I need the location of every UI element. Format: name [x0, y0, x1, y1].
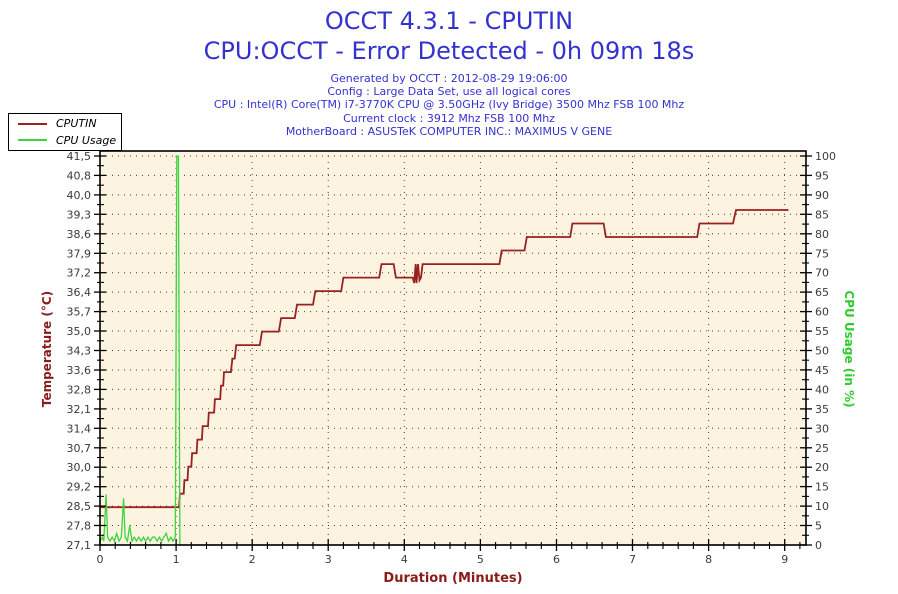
- svg-text:8: 8: [705, 553, 712, 566]
- svg-text:35,7: 35,7: [67, 306, 92, 319]
- svg-text:41,5: 41,5: [67, 150, 92, 163]
- svg-text:7: 7: [629, 553, 636, 566]
- page-subtitle: CPU:OCCT - Error Detected - 0h 09m 18s: [203, 37, 695, 65]
- svg-text:32,1: 32,1: [67, 403, 92, 416]
- svg-text:5: 5: [815, 520, 822, 533]
- svg-text:34,3: 34,3: [67, 345, 92, 358]
- svg-text:40: 40: [815, 383, 829, 396]
- svg-text:95: 95: [815, 169, 829, 182]
- svg-text:75: 75: [815, 247, 829, 260]
- svg-text:33,6: 33,6: [67, 364, 92, 377]
- svg-text:37,2: 37,2: [67, 267, 92, 280]
- svg-text:80: 80: [815, 228, 829, 241]
- legend-item-cputin: CPUTIN: [9, 117, 121, 130]
- svg-text:65: 65: [815, 286, 829, 299]
- svg-text:27,1: 27,1: [67, 539, 92, 552]
- svg-text:36,4: 36,4: [67, 286, 92, 299]
- svg-text:0: 0: [815, 539, 822, 552]
- svg-text:100: 100: [815, 150, 836, 163]
- info-line-cpu: CPU : Intel(R) Core(TM) i7-3770K CPU @ 3…: [213, 98, 685, 112]
- page-title: OCCT 4.3.1 - CPUTIN: [324, 7, 574, 35]
- svg-text:31,4: 31,4: [67, 422, 92, 435]
- svg-text:55: 55: [815, 325, 829, 338]
- svg-text:85: 85: [815, 208, 829, 221]
- svg-text:29,2: 29,2: [67, 481, 92, 494]
- info-line-motherboard: MotherBoard : ASUSTeK COMPUTER INC.: MAX…: [285, 124, 613, 138]
- svg-text:4: 4: [401, 553, 408, 566]
- svg-text:45: 45: [815, 364, 829, 377]
- legend-line-cpu-usage-icon: [18, 139, 47, 142]
- svg-text:6: 6: [553, 553, 560, 566]
- svg-text:35: 35: [815, 403, 829, 416]
- svg-text:25: 25: [815, 442, 829, 455]
- legend-line-cputin-icon: [18, 122, 47, 125]
- svg-text:28,5: 28,5: [67, 500, 92, 513]
- svg-text:5: 5: [477, 553, 484, 566]
- info-line-clock: Current clock : 3912 Mhz FSB 100 Mhz: [343, 111, 555, 125]
- legend-item-cpu-usage: CPU Usage: [9, 134, 121, 147]
- svg-text:30,0: 30,0: [67, 461, 92, 474]
- svg-text:1: 1: [173, 553, 180, 566]
- info-line-config: Config : Large Data Set, use all logical…: [327, 85, 571, 99]
- svg-text:40,0: 40,0: [67, 189, 92, 202]
- duration-axis-label: Duration (Minutes): [383, 571, 523, 586]
- svg-text:35,0: 35,0: [67, 325, 92, 338]
- legend-label-cpu-usage: CPU Usage: [56, 133, 117, 147]
- svg-text:37,9: 37,9: [67, 247, 92, 260]
- svg-text:9: 9: [781, 553, 788, 566]
- svg-text:30,7: 30,7: [67, 442, 92, 455]
- svg-text:0: 0: [97, 553, 104, 566]
- svg-text:39,3: 39,3: [67, 208, 92, 221]
- svg-text:38,6: 38,6: [67, 228, 92, 241]
- svg-text:2: 2: [249, 553, 256, 566]
- system-info-block: Generated by OCCT : 2012-08-29 19:06:00 …: [0, 72, 898, 138]
- svg-text:3: 3: [325, 553, 332, 566]
- legend: CPUTIN CPU Usage: [8, 113, 122, 151]
- svg-text:10: 10: [815, 500, 829, 513]
- legend-label-cputin: CPUTIN: [56, 117, 97, 131]
- svg-text:90: 90: [815, 189, 829, 202]
- svg-text:70: 70: [815, 267, 829, 280]
- svg-text:32,8: 32,8: [67, 383, 92, 396]
- svg-text:50: 50: [815, 345, 829, 358]
- svg-text:40,8: 40,8: [67, 169, 92, 182]
- svg-text:15: 15: [815, 481, 829, 494]
- svg-text:27,8: 27,8: [67, 520, 92, 533]
- svg-text:30: 30: [815, 422, 829, 435]
- svg-text:60: 60: [815, 306, 829, 319]
- svg-text:20: 20: [815, 461, 829, 474]
- cpu-usage-axis-label: CPU Usage (in %): [842, 290, 856, 408]
- info-line-generated: Generated by OCCT : 2012-08-29 19:06:00: [330, 72, 568, 85]
- temperature-axis-label: Temperature (°C): [40, 290, 54, 408]
